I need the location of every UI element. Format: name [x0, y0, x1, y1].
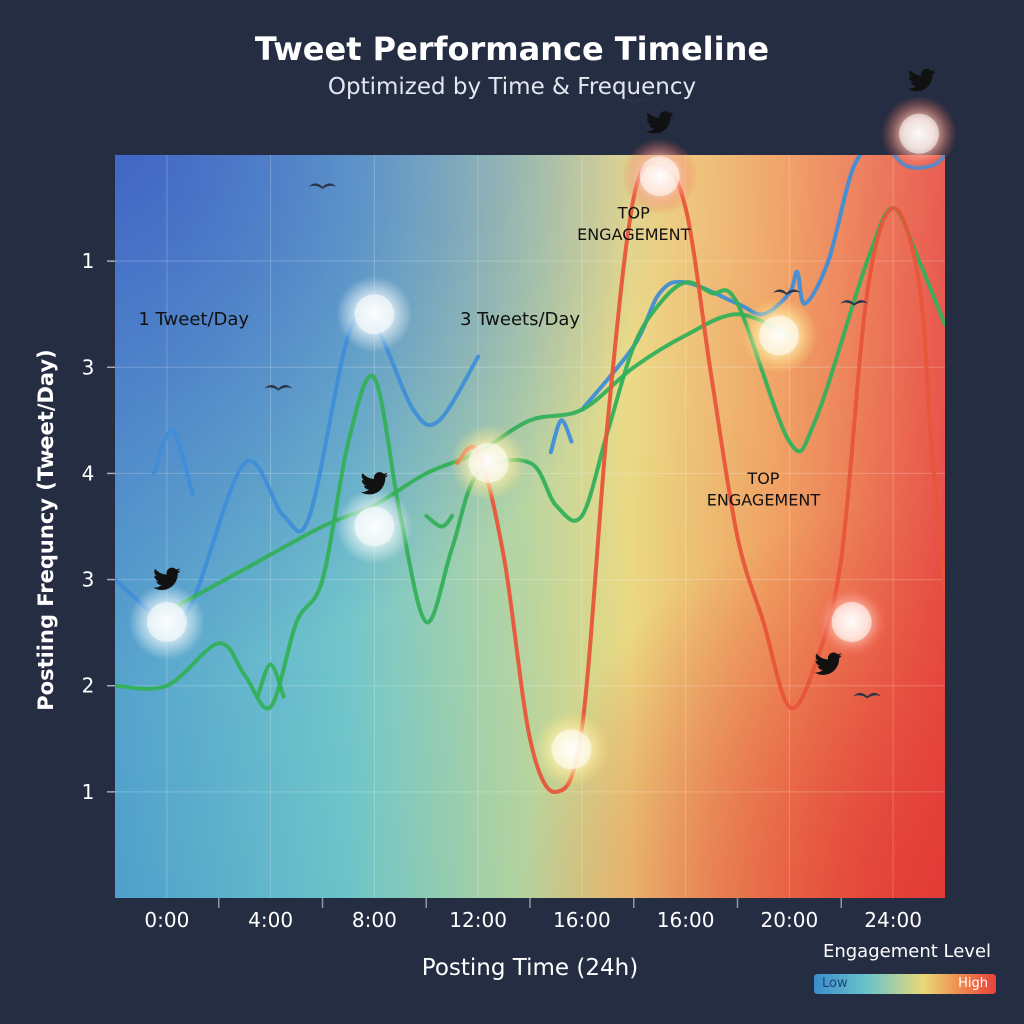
legend-title: Engagement Level: [822, 941, 992, 962]
x-axis-label: Posting Time (24h): [421, 955, 639, 981]
x-tick-label: 12:00: [449, 908, 507, 932]
highlight-point: [639, 156, 680, 197]
x-tick-label: 24:00: [864, 908, 922, 932]
highlight-point: [551, 729, 592, 770]
y-tick-label: 1: [82, 780, 95, 804]
chart-annotation: 3 Tweets/Day: [460, 309, 580, 330]
legend-high-label: High: [958, 976, 988, 991]
flying-bird-icon: [853, 692, 882, 699]
birds-layer: [153, 68, 936, 699]
highlight-point: [354, 506, 395, 547]
grid: [115, 155, 945, 898]
y-tick-label: 2: [82, 674, 95, 698]
chart-annotation: 1 Tweet/Day: [138, 309, 249, 330]
flying-bird-icon: [772, 289, 801, 295]
axis-ticks: 0:00 4:00 8:00 12:00 16:00 16:00 20:00 24:00 1 3 4…: [82, 249, 922, 932]
series-line-green-fragments: [255, 513, 455, 699]
y-tick-label: 3: [82, 355, 95, 379]
series-line-blue-fragment: [151, 428, 195, 497]
chart-annotation: TOP: [746, 469, 779, 488]
glow-layer: [128, 95, 958, 788]
flying-bird-icon: [264, 385, 293, 391]
x-tick-label: 8:00: [352, 908, 397, 932]
flying-bird-icon: [308, 183, 337, 189]
highlight-point: [146, 602, 187, 643]
x-tick-label: 16:00: [657, 908, 715, 932]
legend-low-label: Low: [822, 976, 848, 991]
flying-bird-icon: [619, 98, 648, 104]
series-line-red: [455, 161, 945, 794]
y-tick-label: 4: [82, 461, 95, 485]
highlight-point: [354, 294, 395, 335]
chart-title: Tweet Performance Timeline: [254, 30, 770, 68]
engagement-legend-bar: Low High: [814, 974, 996, 994]
x-tick-label: 20:00: [761, 908, 819, 932]
y-tick-label: 1: [82, 249, 95, 273]
annotation-layer: 1 Tweet/Day 3 Tweets/Day TOP ENGAGEMENT TOP E…: [138, 204, 820, 510]
y-axis-label: Postiing Frequncy (Twe̶et/Day): [34, 349, 58, 711]
series-line-green: [115, 206, 945, 711]
highlight-point: [899, 113, 940, 154]
chart-annotation: TOP: [617, 204, 650, 223]
twitter-bird-icon: [645, 111, 674, 134]
x-tick-label: 16:00: [553, 908, 611, 932]
x-tick-label: 4:00: [248, 908, 293, 932]
chart-subtitle: Optimized by Time & Frequency: [327, 74, 697, 100]
chart-annotation: ENGAGEMENT: [707, 490, 821, 509]
highlight-point: [831, 602, 872, 643]
flying-bird-icon: [840, 300, 869, 306]
plot-background: [115, 155, 945, 898]
chart-annotation: ENGAGEMENT: [577, 225, 691, 244]
y-tick-label: 3: [82, 568, 95, 592]
highlight-point: [759, 315, 799, 356]
highlight-point: [468, 442, 509, 483]
x-tick-label: 0:00: [144, 908, 189, 932]
